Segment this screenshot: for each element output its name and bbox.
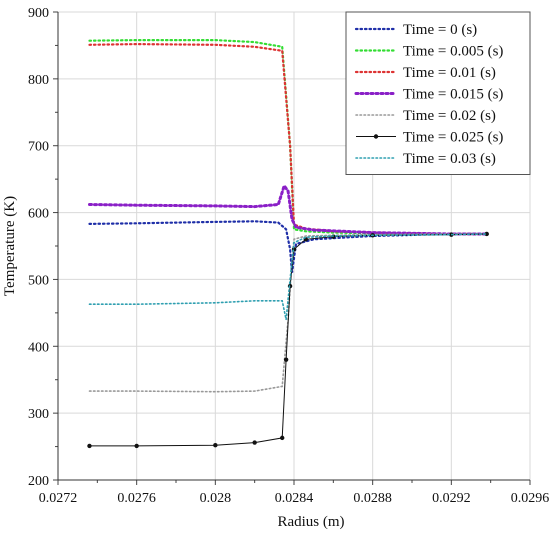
y-tick-label: 900 [28,6,49,21]
legend-entry: Time = 0.03 (s) [403,151,496,167]
series-3-group [89,186,486,234]
y-tick-label: 700 [28,140,49,155]
y-axis-label: Temperature (K) [2,196,18,296]
series-5-point [284,357,288,361]
series-5-point [213,443,217,447]
x-tick-label: 0.028 [200,491,232,506]
series-5-group [87,232,489,448]
legend-entry: Time = 0.01 (s) [403,65,496,81]
y-tick-label: 800 [28,73,49,88]
legend-marker [374,134,378,138]
series-3-line [90,186,487,234]
x-tick-label: 0.0292 [432,491,471,506]
series-0-line [90,221,487,272]
series-0-group [89,221,486,272]
x-tick-label: 0.0272 [39,491,78,506]
series-5-point [252,440,256,444]
series-5-point [87,444,91,448]
x-tick-label: 0.0276 [117,491,156,506]
series-6-group [89,234,486,320]
y-tick-label: 500 [28,273,49,288]
y-tick-label: 300 [28,407,49,422]
y-tick-label: 600 [28,207,49,222]
series-5-point [280,436,284,440]
legend-entry: Time = 0 (s) [403,22,477,38]
legend-entry: Time = 0.025 (s) [403,130,503,146]
x-axis-label: Radius (m) [277,514,344,530]
legend: Time = 0 (s) Time = 0.005 (s) Time = 0.01 … [346,12,530,175]
series-4-line [90,234,487,392]
x-tick-label: 0.0288 [353,491,392,506]
legend-entry: Time = 0.015 (s) [403,87,503,103]
series-6-line [90,234,487,320]
legend-entry: Time = 0.02 (s) [403,108,496,124]
series-5-point [134,444,138,448]
x-tick-label: 0.0284 [275,491,314,506]
series-5-line [90,234,487,446]
x-tick-label: 0.0296 [511,491,550,506]
series-4-group [89,234,486,392]
legend-entry: Time = 0.005 (s) [403,44,503,60]
y-tick-label: 400 [28,340,49,355]
y-tick-label: 200 [28,474,49,489]
